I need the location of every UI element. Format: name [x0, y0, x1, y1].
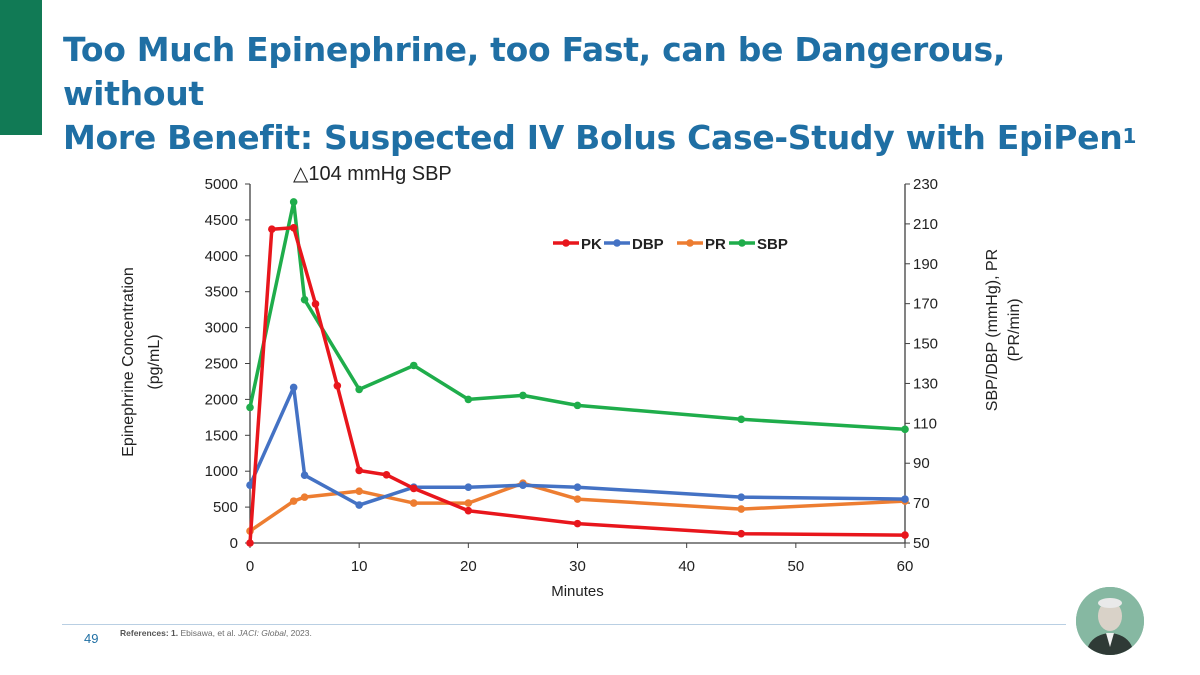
title-line-1: Too Much Epinephrine, too Fast, can be D… [63, 30, 1006, 113]
title-line-2: More Benefit: Suspected IV Bolus Case-St… [63, 118, 1123, 157]
legend-label-pr: PR [705, 236, 726, 253]
data-point-dbp [573, 483, 582, 491]
data-point-pr [409, 499, 418, 507]
data-point-dbp [464, 483, 473, 491]
presenter-photo-icon [1076, 587, 1144, 655]
data-point-pk [246, 539, 254, 547]
data-point-sbp [246, 403, 254, 412]
y-right-tick-label: 130 [913, 375, 938, 392]
series-line-sbp [248, 200, 907, 432]
x-tick-label: 0 [246, 558, 254, 575]
y-right-tick-label: 50 [913, 535, 930, 552]
data-point-sbp [464, 395, 473, 404]
legend-swatch-marker-pk [562, 239, 570, 247]
footer-divider [62, 624, 1066, 625]
data-point-sbp [300, 295, 309, 304]
data-point-sbp [519, 391, 527, 400]
x-tick-label: 50 [787, 558, 804, 575]
y-right-tick-label: 230 [913, 176, 938, 193]
data-point-dbp [519, 481, 527, 489]
y-left-axis-label-line1: Epinephrine Concentration [120, 267, 137, 456]
data-point-dbp [300, 471, 309, 479]
data-point-pk [333, 381, 342, 390]
data-point-dbp [289, 383, 298, 392]
legend-swatch-marker-dbp [613, 239, 621, 247]
references-year: , 2023. [285, 628, 312, 638]
y-left-tick-label: 3500 [205, 284, 238, 301]
y-right-tick-label: 90 [913, 455, 930, 472]
data-point-pk [311, 300, 320, 308]
data-point-pr [737, 505, 746, 513]
title-accent-bar [0, 0, 42, 135]
y-right-axis-label-line1: SBP/DBP (mmHg), PR [984, 249, 1001, 411]
y-left-tick-label: 4500 [205, 212, 238, 229]
references-journal: JACI: Global [238, 628, 286, 638]
data-point-pr [464, 499, 473, 507]
x-tick-label: 10 [351, 558, 368, 575]
data-point-pk [268, 225, 276, 234]
y-left-tick-label: 2000 [205, 391, 238, 408]
y-right-axis-label-line2: (PR/min) [1006, 298, 1023, 361]
y-right-tick-label: 210 [913, 216, 938, 233]
data-point-sbp [409, 361, 418, 370]
y-left-tick-label: 5000 [205, 176, 238, 193]
data-point-pr [573, 495, 582, 503]
data-point-pk [464, 506, 473, 515]
data-point-sbp [901, 425, 909, 434]
data-point-pr [355, 487, 363, 495]
y-left-tick-label: 1000 [205, 463, 238, 480]
y-right-tick-label: 190 [913, 256, 938, 273]
page-number: 49 [84, 631, 99, 646]
references-label: References: 1. [120, 628, 179, 638]
presenter-avatar [1076, 587, 1144, 655]
chart-annotation: △104 mmHg SBP [293, 163, 452, 185]
slide-title: Too Much Epinephrine, too Fast, can be D… [63, 28, 1143, 160]
data-point-pk [355, 466, 363, 475]
data-point-sbp [737, 415, 746, 424]
x-tick-label: 40 [678, 558, 695, 575]
data-point-dbp [355, 501, 363, 509]
y-right-tick-label: 70 [913, 495, 930, 512]
data-point-dbp [737, 493, 746, 501]
legend-swatch-marker-sbp [738, 239, 746, 247]
data-point-pr [300, 493, 309, 501]
data-point-sbp [573, 401, 582, 410]
data-point-dbp [901, 495, 909, 503]
references: References: 1. Ebisawa, et al. JACI: Glo… [120, 628, 312, 638]
legend-swatch-marker-pr [686, 239, 694, 247]
y-left-tick-label: 1500 [205, 427, 238, 444]
x-tick-label: 20 [460, 558, 477, 575]
x-axis-label: Minutes [551, 583, 604, 600]
series-line-dbp [248, 385, 907, 507]
y-left-tick-label: 3000 [205, 320, 238, 337]
data-point-pr [289, 497, 298, 505]
x-tick-label: 60 [897, 558, 914, 575]
data-point-sbp [355, 385, 363, 394]
y-left-tick-label: 4000 [205, 248, 238, 265]
legend-label-sbp: SBP [757, 236, 788, 253]
x-tick-label: 30 [569, 558, 586, 575]
references-authors: Ebisawa, et al. [180, 628, 236, 638]
data-point-pk [901, 531, 909, 539]
series-line-pr [248, 481, 907, 533]
title-superscript: 1 [1122, 124, 1137, 148]
y-left-tick-label: 2500 [205, 356, 238, 373]
data-point-sbp [289, 198, 298, 206]
y-right-tick-label: 170 [913, 296, 938, 313]
legend-label-pk: PK [581, 236, 602, 253]
y-left-tick-label: 500 [213, 499, 238, 516]
y-right-tick-label: 150 [913, 336, 938, 353]
data-point-pk [573, 519, 582, 528]
y-right-tick-label: 110 [913, 415, 937, 432]
y-left-tick-label: 0 [230, 535, 238, 552]
legend-label-dbp: DBP [632, 236, 664, 253]
data-point-pk [382, 470, 391, 479]
data-point-dbp [246, 481, 254, 489]
data-point-pk [737, 529, 746, 538]
data-point-pk [409, 484, 418, 493]
y-left-axis-label-line2: (pg/mL) [146, 334, 163, 389]
data-point-pk [289, 223, 298, 232]
